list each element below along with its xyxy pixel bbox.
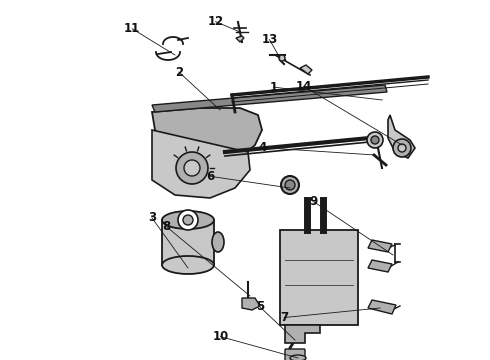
Polygon shape: [152, 130, 250, 198]
Polygon shape: [368, 260, 392, 272]
Text: 7: 7: [280, 311, 288, 324]
Circle shape: [279, 55, 285, 61]
Polygon shape: [236, 36, 244, 42]
Circle shape: [393, 139, 411, 157]
FancyBboxPatch shape: [280, 230, 358, 325]
Polygon shape: [368, 300, 396, 314]
Circle shape: [371, 136, 379, 144]
Circle shape: [398, 144, 406, 152]
Circle shape: [367, 132, 383, 148]
Polygon shape: [368, 240, 392, 252]
Polygon shape: [152, 108, 262, 168]
Text: 14: 14: [295, 80, 312, 93]
Text: 6: 6: [207, 170, 215, 183]
Ellipse shape: [290, 355, 306, 360]
Circle shape: [176, 152, 208, 184]
Text: 4: 4: [258, 141, 266, 154]
Text: 9: 9: [310, 195, 318, 208]
Polygon shape: [242, 298, 260, 310]
Text: 1: 1: [270, 81, 277, 94]
Circle shape: [281, 176, 299, 194]
Polygon shape: [388, 115, 415, 158]
Text: 12: 12: [207, 15, 224, 28]
Circle shape: [184, 160, 200, 176]
Text: 11: 11: [124, 22, 141, 35]
Text: 2: 2: [175, 66, 183, 78]
Polygon shape: [300, 65, 312, 74]
Circle shape: [178, 210, 198, 230]
Ellipse shape: [162, 211, 214, 229]
Text: 13: 13: [261, 33, 278, 46]
Text: 10: 10: [212, 330, 229, 343]
Polygon shape: [285, 325, 320, 343]
Polygon shape: [152, 85, 387, 112]
FancyBboxPatch shape: [285, 349, 305, 360]
Ellipse shape: [162, 256, 214, 274]
Circle shape: [285, 180, 295, 190]
Polygon shape: [162, 220, 214, 265]
Circle shape: [183, 215, 193, 225]
Text: 8: 8: [163, 220, 171, 233]
Text: 5: 5: [256, 300, 264, 313]
Ellipse shape: [212, 232, 224, 252]
Text: 3: 3: [148, 211, 156, 224]
